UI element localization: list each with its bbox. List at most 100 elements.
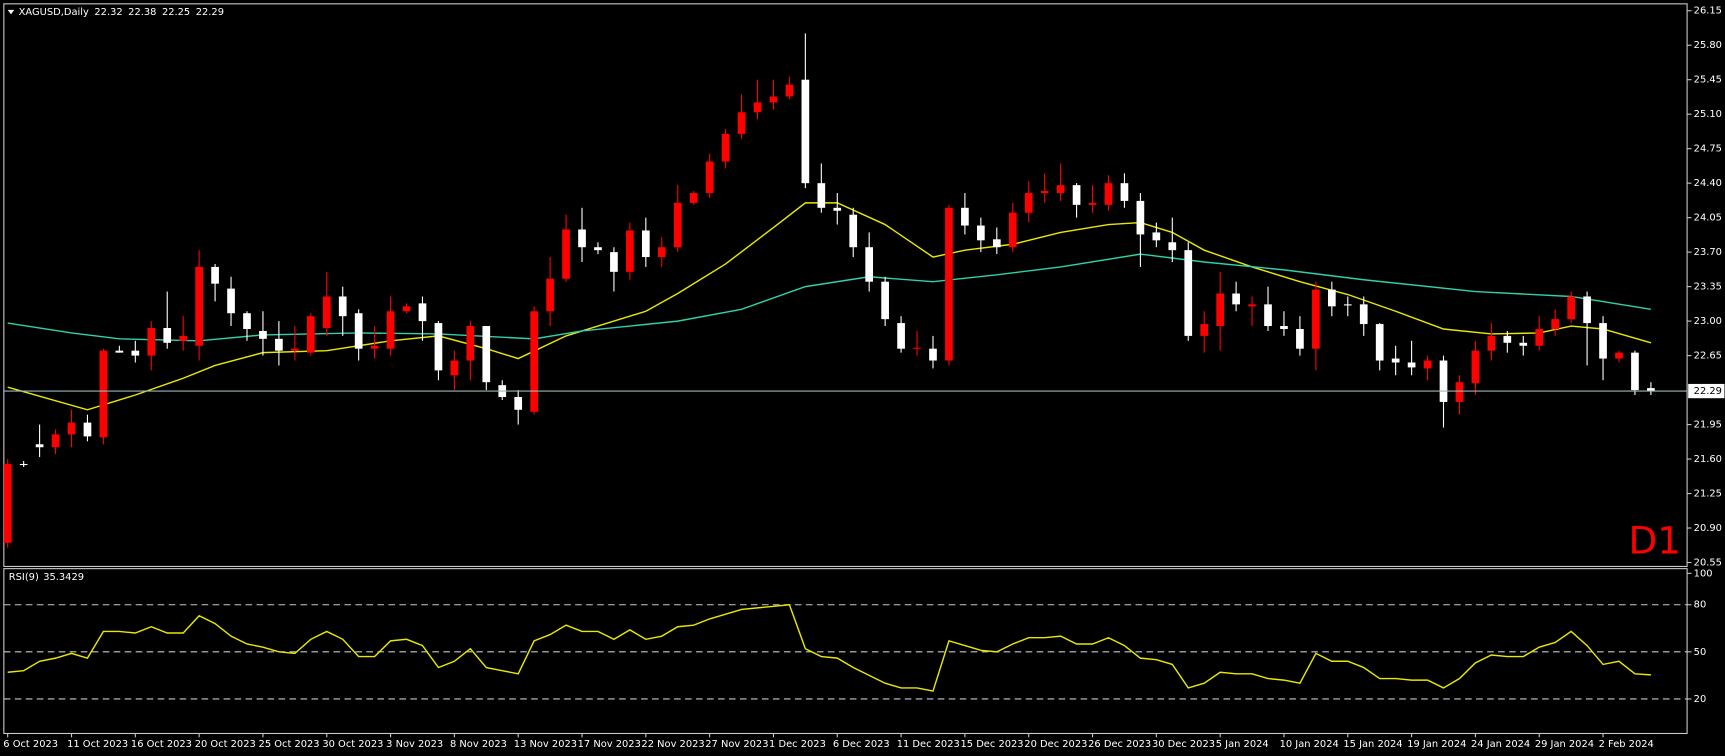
x-tick-label: 17 Nov 2023: [578, 739, 641, 750]
candle-body: [1008, 212, 1017, 248]
x-tick-label: 15 Dec 2023: [961, 739, 1024, 750]
x-tick-label: 1 Dec 2023: [769, 739, 826, 750]
y-tick-label: 80: [1694, 600, 1707, 611]
candle-body: [865, 247, 874, 282]
candle-body: [1631, 352, 1639, 391]
candle-body: [657, 247, 666, 258]
y-tick-label: 20.55: [1694, 558, 1722, 569]
candle-body: [147, 328, 156, 356]
candle-body: [322, 296, 331, 329]
candle-body: [673, 202, 682, 248]
candle-body: [977, 225, 985, 241]
candle-body: [1391, 358, 1400, 363]
candle-body: [1168, 242, 1177, 251]
x-tick-label: 20 Oct 2023: [195, 739, 256, 750]
candle-body: [338, 296, 347, 317]
y-tick-label: 26.15: [1694, 6, 1722, 17]
candle-body: [163, 328, 172, 343]
candle-body: [705, 161, 714, 194]
x-tick-label: 29 Jan 2024: [1535, 739, 1594, 750]
candle-body: [849, 214, 858, 248]
candle-body: [594, 247, 602, 251]
x-tick-label: 11 Oct 2023: [67, 739, 128, 750]
timeframe-label: D1: [1629, 518, 1682, 562]
candle-body: [211, 266, 219, 284]
candle-body: [1471, 350, 1480, 384]
candle-body: [1152, 232, 1161, 241]
candle-body: [1503, 335, 1512, 343]
y-tick-label: 25.10: [1694, 109, 1722, 120]
candle-body: [1216, 293, 1225, 327]
candle-body: [1104, 183, 1113, 205]
candle-body: [530, 311, 539, 412]
candle-body: [961, 207, 969, 226]
rsi-value: 35.3429: [43, 572, 84, 583]
ohlc-value: 22.29: [196, 7, 224, 18]
chart-header: XAGUSD,Daily 22.32 22.38 22.25 22.29: [19, 7, 224, 18]
candle-body: [945, 207, 953, 361]
candle-body: [785, 84, 794, 97]
x-tick-label: 26 Dec 2023: [1088, 739, 1151, 750]
x-tick-label: 2 Feb 2024: [1599, 739, 1654, 750]
candle-body: [578, 229, 586, 248]
y-tick-label: 23.35: [1694, 282, 1722, 293]
candle-body: [562, 229, 570, 279]
moving-average: [7, 253, 1652, 342]
candle-body: [1599, 323, 1607, 359]
y-tick-label: 50: [1694, 647, 1707, 658]
candle-body: [243, 313, 251, 329]
candle-body: [99, 350, 108, 438]
candle-body: [1264, 304, 1272, 327]
y-tick-label: 24.05: [1694, 213, 1722, 224]
candle-body: [1551, 319, 1560, 329]
candle-body: [51, 434, 60, 448]
candle-body: [1280, 326, 1288, 329]
main-pane-frame: [3, 3, 1688, 567]
candle-body: [1647, 388, 1655, 392]
candle-body: [1024, 193, 1033, 213]
candle-body: [721, 133, 730, 162]
x-tick-label: 30 Oct 2023: [322, 739, 383, 750]
candle-body: [466, 326, 475, 361]
y-tick-label: 25.45: [1694, 75, 1722, 86]
y-tick-label: 23.70: [1694, 247, 1722, 258]
candle-body: [1487, 335, 1496, 351]
candle-body: [1136, 200, 1145, 235]
candle-body: [897, 323, 905, 349]
candle-body: [1232, 293, 1240, 305]
x-tick-label: 15 Jan 2024: [1343, 739, 1402, 750]
candle-body: [514, 396, 523, 410]
candle-body: [817, 183, 826, 208]
candle-body: [641, 230, 650, 258]
candle-body: [610, 252, 618, 272]
candle-body: [115, 350, 124, 353]
candle-body: [1312, 289, 1320, 349]
candle-body: [1088, 202, 1097, 205]
candle-body: [1327, 289, 1336, 307]
current-price-box: [1688, 383, 1725, 399]
candle-body: [354, 313, 363, 349]
candle-body: [881, 281, 889, 320]
y-tick-label: 21.25: [1694, 489, 1722, 500]
x-tick-label: 30 Dec 2023: [1152, 739, 1215, 750]
x-tick-label: 16 Oct 2023: [131, 739, 192, 750]
candle-body: [179, 335, 188, 341]
candle-body: [1535, 328, 1544, 346]
candle-body: [1248, 304, 1256, 307]
moving-average: [7, 202, 1652, 411]
y-tick-label: 22.65: [1694, 351, 1722, 362]
candle-body: [227, 288, 235, 314]
rsi-line: [7, 603, 1651, 692]
y-tick-label: 20.90: [1694, 523, 1722, 534]
rsi-header: RSI(9) 35.3429: [9, 572, 84, 583]
chart-title: XAGUSD,Daily: [19, 7, 89, 18]
candle-body: [275, 338, 283, 351]
candle-body: [1375, 324, 1384, 361]
candle-body: [546, 278, 554, 312]
candle-body: [1455, 382, 1464, 402]
x-tick-label: 27 Nov 2023: [705, 739, 768, 750]
x-tick-label: 5 Jan 2024: [1216, 739, 1269, 750]
candle-body: [386, 311, 395, 349]
y-tick-label: 20: [1694, 694, 1707, 705]
